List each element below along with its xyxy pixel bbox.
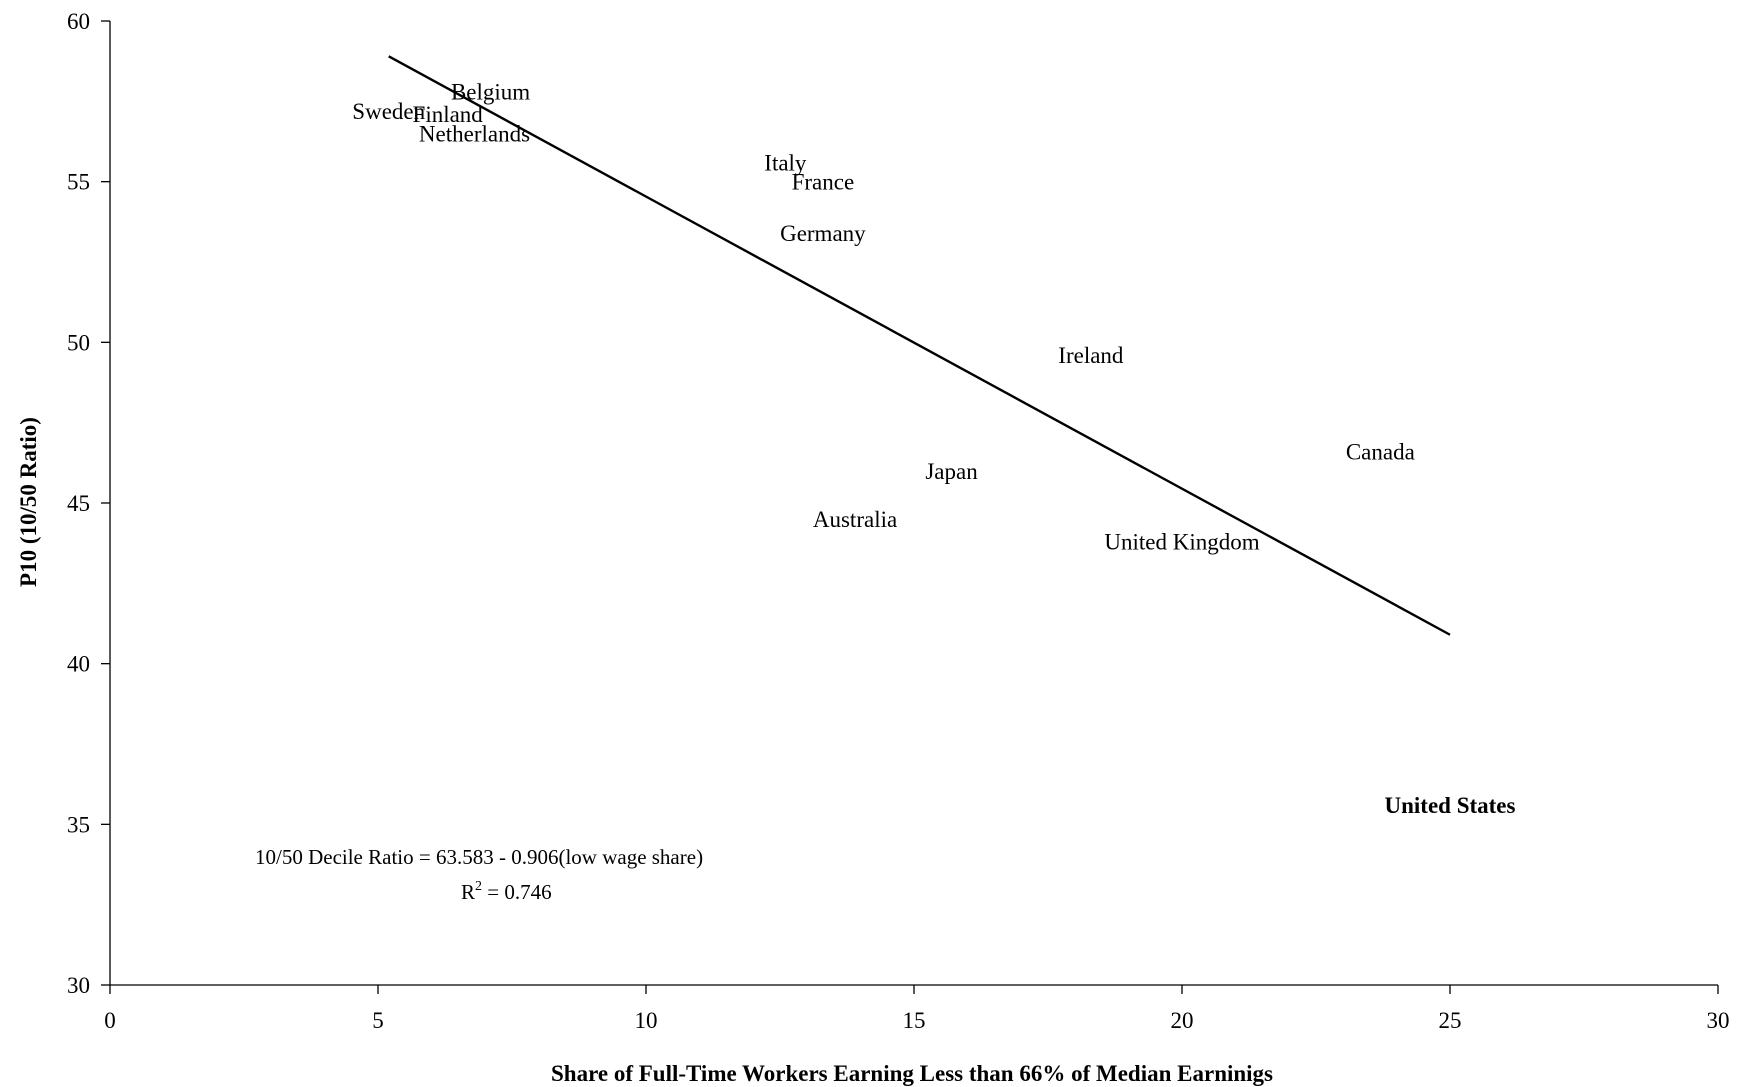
- point-label: Australia: [813, 507, 897, 532]
- x-tick-label: 30: [1707, 1008, 1730, 1033]
- x-tick-label: 15: [903, 1008, 926, 1033]
- point-label: United States: [1385, 793, 1516, 818]
- y-tick-label: 55: [67, 170, 90, 195]
- y-axis-title: P10 (10/50 Ratio): [16, 417, 41, 587]
- point-label: Finland: [413, 102, 484, 127]
- y-tick-label: 50: [67, 330, 90, 355]
- y-tick-label: 60: [67, 9, 90, 34]
- ticks: 0 5 10 15 20 25 30 30 35 40 45 50 55 60: [67, 9, 1730, 1033]
- x-tick-label: 0: [104, 1008, 116, 1033]
- point-label: Germany: [780, 221, 866, 246]
- y-tick-label: 45: [67, 491, 90, 516]
- r-squared-symbol: R: [461, 880, 475, 904]
- point-label: Netherlands: [419, 121, 530, 146]
- r-squared-value: = 0.746: [482, 880, 552, 904]
- x-tick-label: 10: [635, 1008, 658, 1033]
- x-tick-label: 5: [372, 1008, 384, 1033]
- trend-line: [388, 55, 1451, 636]
- point-label: Belgium: [451, 80, 530, 105]
- r-squared-exponent: 2: [475, 879, 482, 894]
- point-label: Canada: [1346, 440, 1415, 465]
- r-squared: R2 = 0.746: [461, 879, 552, 904]
- x-axis-title: Share of Full-Time Workers Earning Less …: [551, 1061, 1273, 1086]
- y-tick-label: 40: [67, 652, 90, 677]
- point-label: Japan: [925, 459, 978, 484]
- point-label: Italy: [764, 150, 807, 175]
- trend-layer: [388, 55, 1451, 636]
- regression-equation: 10/50 Decile Ratio = 63.583 - 0.906(low …: [255, 845, 703, 869]
- x-tick-label: 25: [1439, 1008, 1462, 1033]
- x-tick-label: 20: [1171, 1008, 1194, 1033]
- y-tick-label: 30: [67, 973, 90, 998]
- axes: [109, 21, 1718, 986]
- point-label: Ireland: [1058, 343, 1124, 368]
- point-label: Sweden: [352, 99, 425, 124]
- point-label: United Kingdom: [1104, 530, 1259, 555]
- point-label: France: [792, 170, 855, 195]
- y-tick-label: 35: [67, 812, 90, 837]
